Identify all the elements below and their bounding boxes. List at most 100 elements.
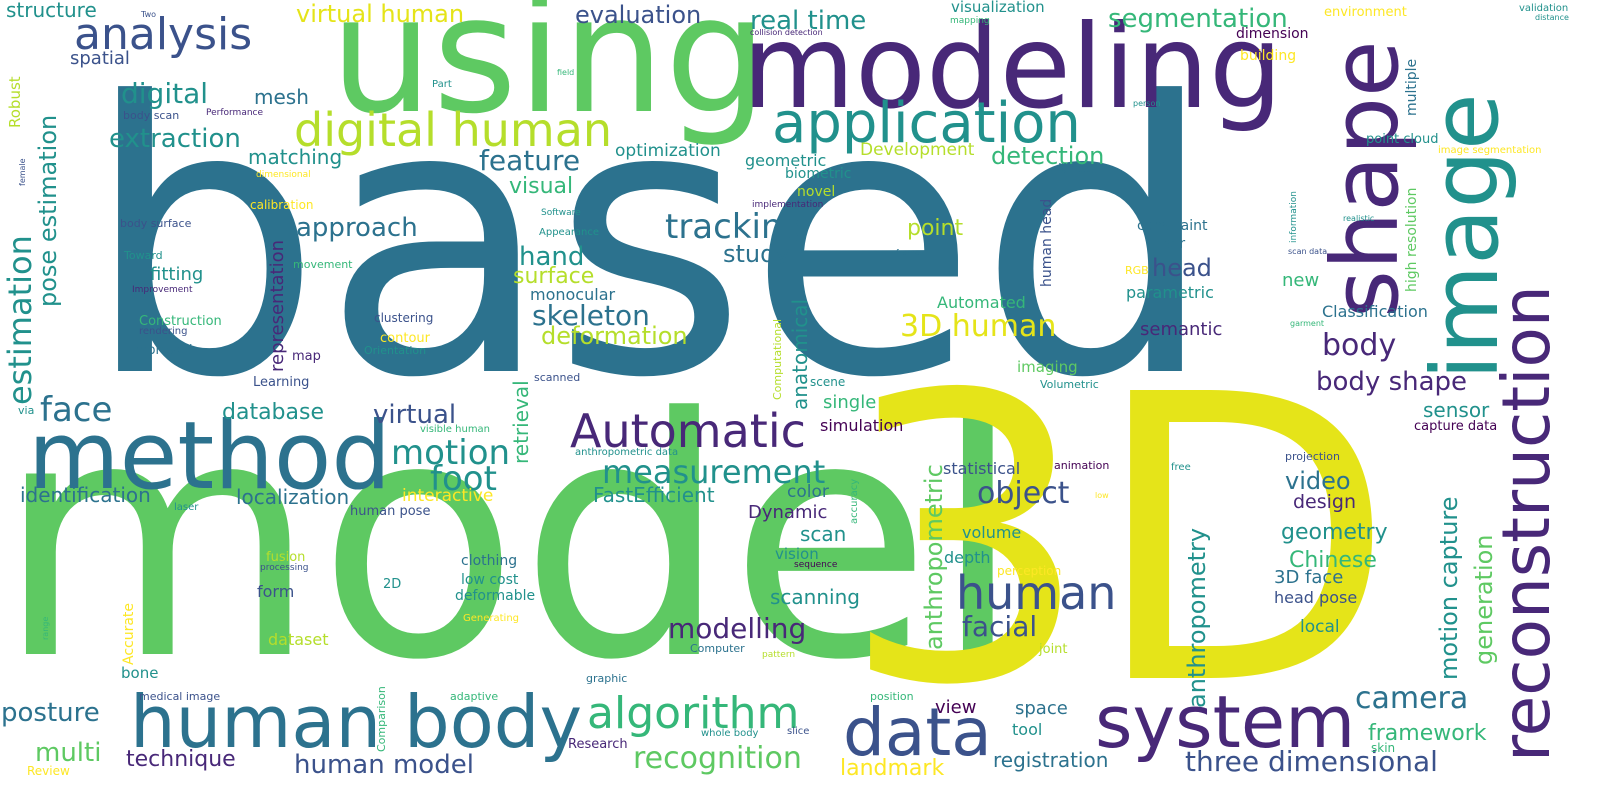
word-novel: novel — [797, 184, 836, 200]
word-free: free — [1171, 462, 1191, 473]
word-skin: skin — [1371, 741, 1396, 755]
word-pose-estimation: pose estimation — [34, 114, 62, 307]
word-human-head: human head — [1039, 198, 1055, 287]
word-field: field — [557, 68, 575, 77]
word-spatial: spatial — [70, 48, 130, 69]
word-modelling: modelling — [668, 612, 807, 645]
word-scan: scan — [800, 522, 847, 546]
word-sequence: sequence — [794, 560, 838, 570]
word-graphic: graphic — [586, 672, 628, 685]
word-optimization: optimization — [615, 141, 721, 161]
word-scanning: scanning — [770, 585, 860, 609]
word-geometry: geometry — [1281, 520, 1388, 545]
word-tracking: tracking — [665, 207, 805, 247]
word-building: building — [1240, 48, 1297, 64]
word-digital-human: digital human — [294, 103, 613, 157]
word-hand: hand — [519, 242, 585, 272]
word-implementation: implementation — [752, 200, 824, 210]
word-extraction: extraction — [109, 124, 241, 154]
word-approach: approach — [296, 213, 418, 243]
word-pattern: pattern — [762, 650, 796, 660]
word-slice: slice — [787, 726, 810, 737]
word-parametric: parametric — [1126, 283, 1214, 302]
word-map: map — [292, 349, 321, 364]
word-foot: foot — [430, 459, 497, 499]
word-joint: joint — [1039, 642, 1068, 657]
word-human-pose: human pose — [350, 504, 431, 519]
word-view: view — [935, 697, 977, 718]
word-Chinese: Chinese — [1289, 548, 1377, 573]
word-study: study — [723, 240, 790, 268]
word-medical-image: medical image — [139, 690, 221, 703]
word-Review: Review — [27, 764, 70, 778]
word-Accurate: Accurate — [121, 602, 137, 665]
word-framework: framework — [1368, 721, 1487, 746]
word-anthropometry: anthropometry — [1183, 527, 1211, 708]
word-low-cost: low cost — [461, 572, 519, 588]
word-volume: volume — [962, 523, 1022, 542]
word-new: new — [1282, 270, 1320, 291]
word-animation: animation — [1054, 459, 1110, 472]
word-multi: multi — [35, 738, 102, 768]
word-bone: bone — [121, 664, 159, 682]
word-virtual-human: virtual human — [296, 0, 465, 28]
word-landmark: landmark — [840, 756, 945, 781]
word-face: face — [40, 390, 113, 430]
word-data: data — [843, 694, 992, 771]
word-representation: representation — [267, 239, 288, 372]
word-scan-data: scan data — [1288, 247, 1328, 256]
word-female: female — [18, 158, 27, 186]
word-registration: registration — [993, 748, 1109, 772]
word-Learning: Learning — [253, 375, 310, 390]
word-multiple: multiple — [1404, 58, 1420, 116]
word-technique: technique — [126, 747, 236, 772]
word-validation: validation — [1519, 3, 1569, 14]
word-method: method — [28, 402, 392, 511]
word-improved: improved — [131, 343, 193, 358]
word-visible-human: visible human — [420, 424, 491, 435]
word-fitting: fitting — [150, 264, 204, 285]
word-identification: identification — [20, 483, 151, 507]
word-localization: localization — [236, 485, 350, 509]
word-estimation: estimation — [1, 235, 39, 405]
word-constraint: constraint — [1137, 218, 1208, 234]
word-information: information — [1289, 191, 1299, 243]
word-modeling: modeling — [742, 0, 1283, 135]
word-skeleton: skeleton — [532, 299, 650, 332]
word-using: using — [330, 0, 768, 150]
word-application: application — [772, 91, 1081, 156]
word-realistic: realistic — [1343, 214, 1375, 223]
word-biometric: biometric — [785, 166, 852, 182]
word-mesh: mesh — [254, 85, 309, 109]
word-image-segmentation: image segmentation — [1438, 145, 1542, 156]
word-Computational: Computational — [771, 318, 784, 400]
word-head: head — [1152, 254, 1212, 282]
word-anthropometric: anthropometric — [920, 464, 948, 650]
word-based: based — [84, 24, 1216, 460]
word-clustering: clustering — [374, 311, 434, 325]
word-posture: posture — [1, 698, 100, 728]
word-Orientation: Orientation — [364, 344, 427, 357]
word-digital: digital — [121, 77, 209, 110]
word-Two: Two — [141, 10, 156, 19]
word-environment: environment — [1324, 5, 1407, 20]
word-object: object — [977, 476, 1070, 511]
word-projection: projection — [1285, 450, 1340, 463]
word-model: model — [0, 348, 1024, 732]
word-position: position — [870, 690, 914, 703]
word-statistical: statistical — [943, 459, 1021, 478]
word-dimensional: dimensional — [256, 170, 311, 180]
word-Dynamic: Dynamic — [748, 502, 828, 523]
word-adaptive: adaptive — [450, 690, 499, 703]
word-detection: detection — [991, 142, 1105, 170]
word-3D-human: 3D human — [900, 309, 1057, 344]
word-anthropometric-data: anthropometric data — [575, 447, 679, 458]
word-system: system — [1095, 680, 1356, 764]
word-Software: Software — [541, 208, 581, 218]
word-camera: camera — [1355, 681, 1469, 716]
word-feature: feature — [479, 144, 581, 177]
word-capture-data: capture data — [1414, 419, 1498, 434]
word-depth: depth — [944, 548, 991, 567]
word-3D-face: 3D face — [1274, 567, 1344, 588]
word-visual: visual — [509, 174, 574, 199]
